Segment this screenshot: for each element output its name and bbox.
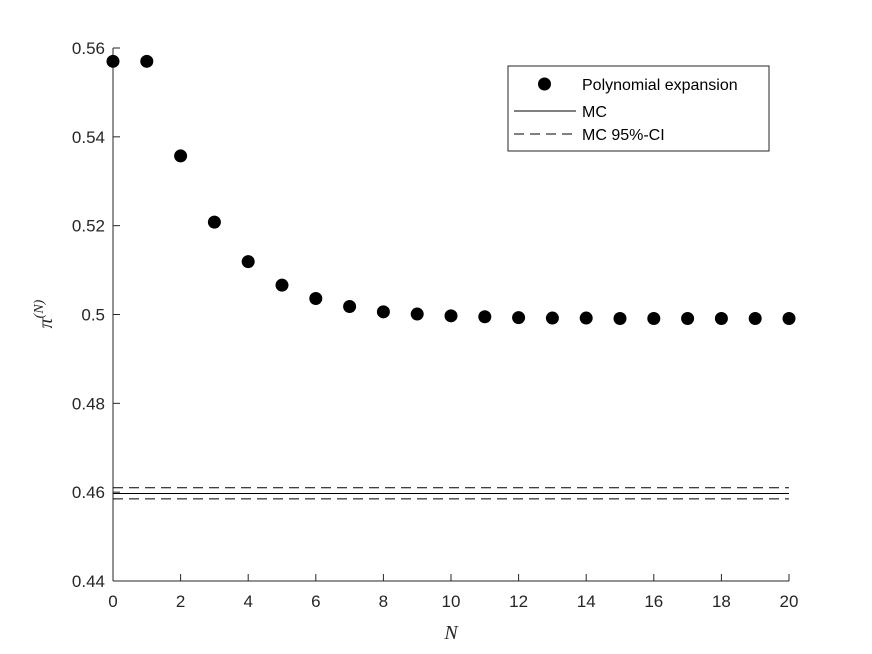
series-layer (106, 54, 796, 500)
legend-box (507, 65, 770, 152)
polynomial-point (647, 311, 661, 325)
x-tick-label: 8 (379, 592, 388, 611)
y-tick-label: 0.48 (72, 394, 105, 413)
y-tick-label: 0.46 (72, 483, 105, 502)
legend-marker-polynomial (538, 77, 551, 91)
x-tick-label: 20 (780, 592, 799, 611)
legend: Polynomial expansion MC MC 95%-CI (507, 65, 770, 152)
x-tick-label: 4 (243, 592, 252, 611)
polynomial-point (140, 54, 154, 68)
y-tick-label: 0.52 (72, 217, 105, 236)
y-axis-title: π(N) (32, 299, 57, 328)
x-tick-label: 16 (644, 592, 663, 611)
y-tick-label: 0.5 (81, 306, 105, 325)
x-tick-label: 18 (712, 592, 731, 611)
polynomial-point (309, 292, 323, 306)
polynomial-point (579, 311, 593, 325)
polynomial-point (478, 310, 492, 324)
legend-label-mc-ci: MC 95%-CI (582, 127, 665, 144)
polynomial-point (241, 255, 255, 269)
polynomial-point (782, 311, 796, 325)
x-tick-label: 10 (442, 592, 461, 611)
polynomial-point (343, 300, 357, 314)
polynomial-point (174, 149, 188, 163)
y-tick-label: 0.54 (72, 128, 105, 147)
y-tick-label: 0.56 (72, 39, 105, 58)
polynomial-point (376, 305, 390, 319)
polynomial-point (748, 311, 762, 325)
y-axis-title-main: π (35, 317, 57, 328)
polynomial-point (613, 311, 627, 325)
y-tick-label: 0.44 (72, 572, 105, 591)
polynomial-point (681, 311, 695, 325)
legend-label-polynomial: Polynomial expansion (582, 77, 738, 94)
svg-text:π(N): π(N) (32, 299, 57, 328)
polynomial-point (275, 278, 289, 292)
polynomial-point (410, 307, 424, 321)
x-tick-label: 14 (577, 592, 596, 611)
x-tick-label: 2 (176, 592, 185, 611)
polynomial-point (106, 54, 120, 68)
x-axis-title: N (443, 622, 459, 644)
x-tick-label: 6 (311, 592, 320, 611)
axes: 0 2 4 6 8 10 12 14 16 18 20 0.44 0.46 0.48 0.5 0.52 0.54… (72, 39, 799, 611)
polynomial-point (207, 215, 221, 229)
x-tick-label: 0 (108, 592, 117, 611)
polynomial-point (512, 311, 526, 325)
polynomial-point (444, 309, 458, 323)
y-axis-title-superscript: (N) (32, 299, 47, 318)
polynomial-point (545, 311, 559, 325)
x-tick-label: 12 (509, 592, 528, 611)
legend-label-mc: MC (582, 104, 607, 121)
polynomial-point (714, 311, 728, 325)
